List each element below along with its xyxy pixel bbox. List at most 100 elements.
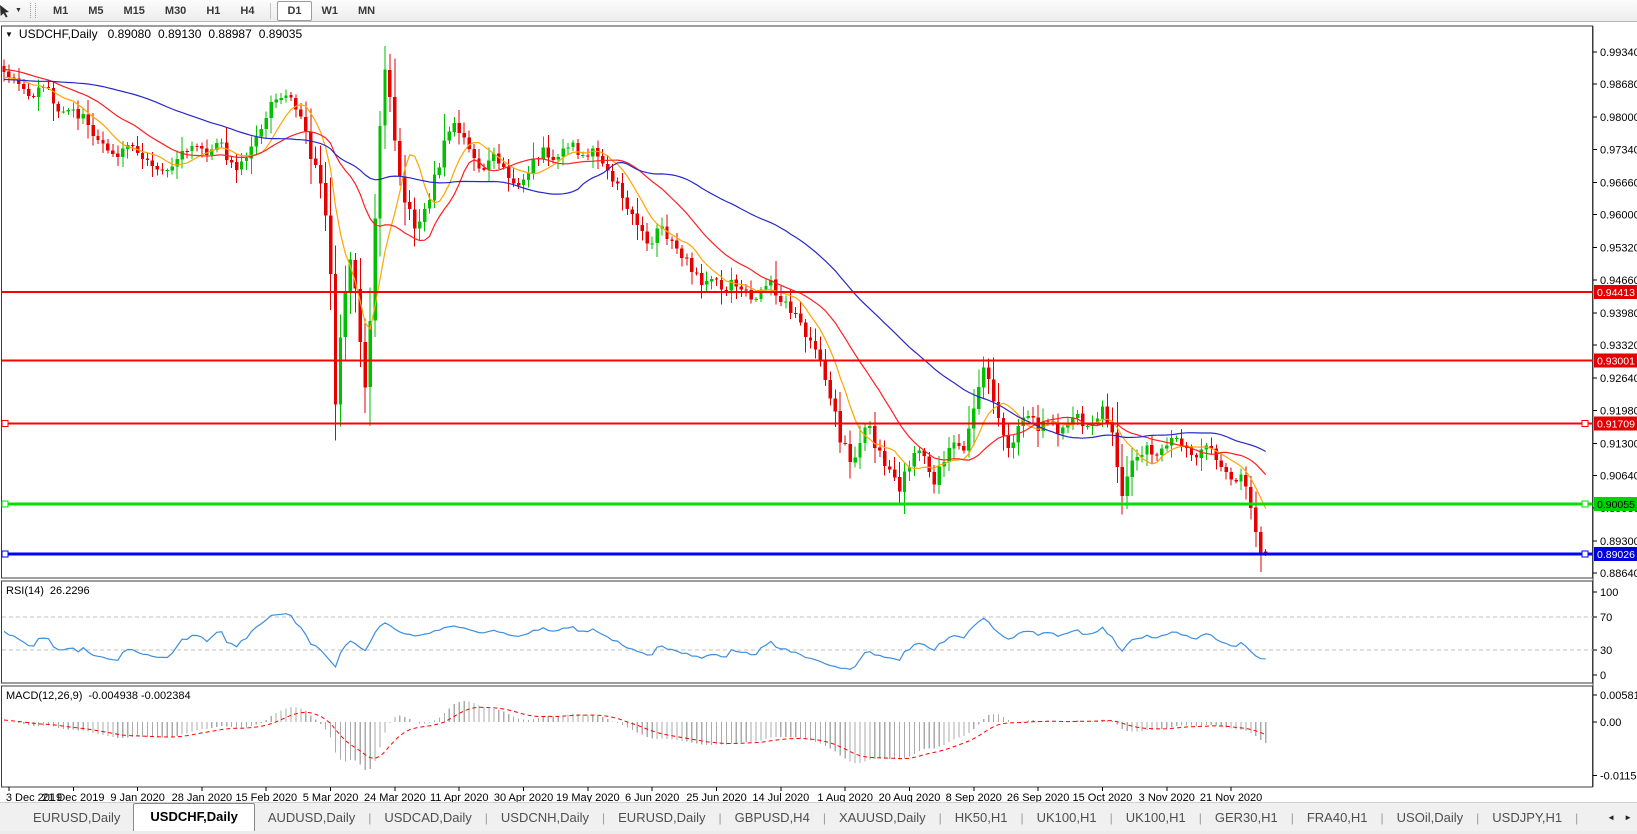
symbol-tab-gbpusd-h4[interactable]: GBPUSD,H4 [734, 810, 810, 825]
rsi-axis-label: 100 [1600, 587, 1618, 599]
date-axis-label: 9 Jan 2020 [110, 792, 164, 804]
date-axis-label: 14 Jul 2020 [752, 792, 809, 804]
date-axis-label: 20 Aug 2020 [879, 792, 941, 804]
hline-handle-right-0.90055[interactable] [1581, 500, 1589, 508]
quote-close: 0.89035 [258, 27, 303, 41]
hline-handle-right-0.89026[interactable] [1581, 550, 1589, 558]
toolbar-grip[interactable] [29, 3, 36, 18]
symbol-tab-usdcad-daily[interactable]: USDCAD,Daily [384, 810, 472, 825]
price-axis-label: 0.89300 [1600, 536, 1637, 548]
timeframe-button-mn[interactable]: MN [358, 4, 376, 17]
price-axis-label: 0.95320 [1600, 243, 1637, 255]
date-axis-label: 24 Mar 2020 [364, 792, 426, 804]
tab-separator: | [1380, 811, 1384, 825]
symbol-tab-ger30-h1[interactable]: GER30,H1 [1214, 810, 1278, 825]
tab-separator: | [718, 811, 722, 825]
timeframe-button-m30[interactable]: M30 [164, 4, 187, 17]
tab-separator: | [1476, 811, 1480, 825]
price-badge-0.89026 [1594, 547, 1637, 562]
rsi-axis-label: 30 [1600, 645, 1612, 657]
macd-histogram [3, 701, 1267, 770]
symbol-tab-xauusd-daily[interactable]: XAUUSD,Daily [838, 810, 926, 825]
moving-average-20 [3, 68, 1267, 476]
timeframe-button-m15[interactable]: M15 [123, 4, 145, 17]
date-axis-label: 25 Jun 2020 [686, 792, 747, 804]
tab-separator: | [602, 811, 606, 825]
date-axis-label: 30 Apr 2020 [494, 792, 553, 804]
candlestick-series [2, 46, 1268, 572]
timeframe-button-m1[interactable]: M1 [52, 4, 69, 17]
symbol-tab-usdcnh-daily[interactable]: USDCNH,Daily [500, 810, 590, 825]
quote-high: 0.89130 [158, 27, 202, 41]
price-axis-label: 0.96660 [1600, 177, 1637, 189]
price-axis-label: 0.98000 [1600, 112, 1637, 124]
date-axis-label: 26 Sep 2020 [1007, 792, 1069, 804]
toolbar-separator [270, 2, 272, 19]
price-axis-label: 0.94660 [1600, 275, 1637, 287]
tab-separator: | [1020, 811, 1024, 825]
symbol-tab-fra40-h1[interactable]: FRA40,H1 [1306, 810, 1368, 825]
symbol-tab-uk100-h1[interactable]: UK100,H1 [1036, 810, 1097, 825]
macd-axis-label: 0.00 [1600, 717, 1621, 729]
date-axis-label: 3 Nov 2020 [1139, 792, 1195, 804]
symbol-tab-usdjpy-h1[interactable]: USDJPY,H1 [1492, 810, 1563, 825]
tool-dropdown-icon[interactable]: ▼ [15, 7, 22, 14]
rsi-axis-label: 0 [1600, 670, 1606, 682]
rsi-value: 26.2296 [49, 585, 90, 597]
price-axis-label: 0.90640 [1600, 471, 1637, 483]
price-badge-label: 0.93001 [1597, 356, 1635, 368]
macd-axis-label: -0.011514 [1600, 770, 1637, 782]
tabs-scroll-right-icon[interactable]: ► [1624, 813, 1632, 822]
price-badge-label: 0.91709 [1597, 419, 1635, 431]
rsi-line [3, 613, 1266, 670]
symbol-tab-hk50-h1[interactable]: HK50,H1 [954, 810, 1008, 825]
price-axis-label: 0.99340 [1600, 47, 1637, 59]
hline-handle-left-0.90055[interactable] [1, 500, 9, 508]
date-axis-label: 5 Mar 2020 [303, 792, 359, 804]
symbol-tab-eurusd-daily[interactable]: EURUSD,Daily [618, 810, 706, 825]
timeframe-button-d1[interactable]: D1 [277, 0, 312, 21]
price-axis-label: 0.98680 [1600, 79, 1637, 91]
symbol-tab-uk100-h1[interactable]: UK100,H1 [1125, 810, 1186, 825]
moving-average-50 [3, 78, 1266, 453]
symbol-tab-usdchf-daily[interactable]: USDCHF,Daily [133, 803, 255, 831]
timeframe-button-h4[interactable]: H4 [240, 4, 255, 17]
timeframe-button-h1[interactable]: H1 [206, 4, 221, 17]
macd-axis-label: 0.005818 [1600, 690, 1637, 702]
tabs-scroll-left-icon[interactable]: ◄ [1607, 813, 1616, 822]
symbol-tab-audusd-daily[interactable]: AUDUSD,Daily [267, 810, 356, 825]
rsi-axis-label: 70 [1600, 612, 1612, 624]
tab-separator: | [368, 811, 372, 825]
price-axis-label: 0.96000 [1600, 210, 1637, 222]
collapse-indicator-icon[interactable]: ▼ [5, 29, 13, 39]
symbol-tab-usoil-daily[interactable]: USOil,Daily [1396, 810, 1464, 825]
tab-separator: | [1290, 811, 1294, 825]
chart-background[interactable] [0, 22, 1637, 803]
date-axis-label: 11 Apr 2020 [430, 792, 489, 804]
price-badge-label: 0.89026 [1597, 549, 1635, 561]
symbol-tab-dj30-daily[interactable]: DJ30,Daily [1578, 805, 1590, 831]
date-axis-label: 21 Dec 2019 [42, 792, 104, 804]
cursor-tool-icon[interactable] [0, 3, 13, 19]
tab-separator: | [1575, 811, 1579, 825]
hline-handle-right-0.91709[interactable] [1581, 420, 1589, 428]
hline-handle-left-0.89026[interactable] [1, 550, 9, 558]
price-axis-label: 0.91980 [1600, 405, 1637, 417]
hline-handle-left-0.91709[interactable] [1, 420, 9, 428]
timeframe-button-w1[interactable]: W1 [321, 4, 339, 17]
toolbar: ▼ M1 M5 M15 M30 H1 H4 D1 W1 MN [0, 0, 1637, 22]
price-badge-label: 0.94413 [1597, 287, 1635, 299]
timeframe-button-m5[interactable]: M5 [88, 4, 104, 17]
price-axis-label: 0.93980 [1600, 308, 1637, 320]
price-axis-label: 0.92640 [1600, 373, 1637, 385]
symbol-tab-eurusd-daily[interactable]: EURUSD,Daily [33, 810, 121, 825]
chart-symbol-label: USDCHF,Daily [18, 27, 98, 41]
macd-values: -0.004938 -0.002384 [88, 690, 191, 702]
chart-title: ▼ USDCHF,Daily 0.89080 0.89130 0.88987 0… [5, 27, 309, 41]
tab-separator: | [484, 811, 488, 825]
macd-indicator-label: MACD(12,26,9) -0.004938 -0.002384 [6, 690, 191, 702]
tab-separator: | [822, 811, 826, 825]
date-axis-label: 1 Aug 2020 [817, 792, 873, 804]
